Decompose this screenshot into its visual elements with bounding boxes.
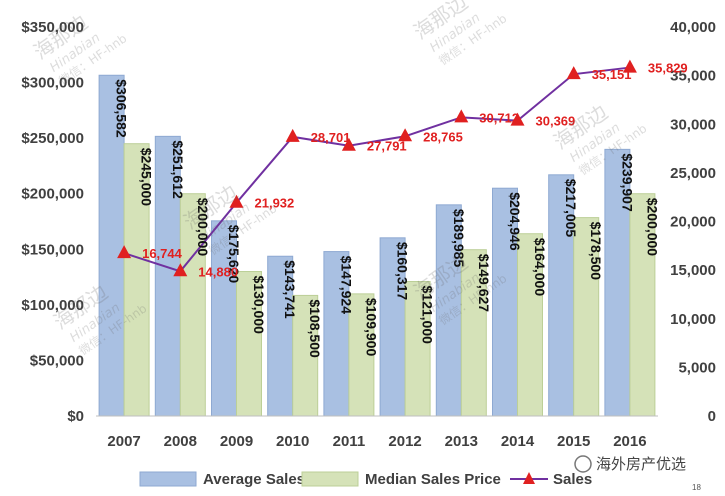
bar-median-2007 <box>123 143 150 417</box>
legend-marker-sales <box>523 472 535 484</box>
bar-median-2016 <box>629 193 656 417</box>
bar-label-average: $217,005 <box>563 179 579 238</box>
sales-value-label: 28,701 <box>311 130 351 145</box>
sales-value-label: 27,791 <box>367 139 407 154</box>
y-left-tick-label: $250,000 <box>21 130 84 147</box>
sales-value-label: 28,765 <box>423 129 463 144</box>
sales-line-layer <box>117 59 637 277</box>
x-tick-label: 2008 <box>164 433 197 450</box>
y-left-tick-label: $300,000 <box>21 75 84 92</box>
x-tick-label: 2010 <box>276 433 309 450</box>
y-right-tick-label: 15,000 <box>670 262 716 279</box>
sales-marker-2009 <box>229 194 244 208</box>
bar-median-2012 <box>404 281 431 417</box>
bar-label-median: $130,000 <box>251 276 267 335</box>
sales-marker-2011 <box>341 137 356 151</box>
x-tick-label: 2007 <box>107 433 140 450</box>
x-tick-label: 2015 <box>557 433 590 450</box>
bar-median-2011 <box>348 293 375 417</box>
y-left-tick-label: $200,000 <box>21 186 84 203</box>
sales-value-label: 35,151 <box>592 67 632 82</box>
bar-label-average: $147,924 <box>338 256 354 315</box>
bar-average-2007 <box>98 74 125 417</box>
sales-value-label: 21,932 <box>255 196 295 211</box>
bar-label-median: $164,000 <box>532 238 548 297</box>
page-number: 18 <box>692 483 701 492</box>
legend-swatch-average <box>139 471 197 487</box>
y-right-tick-label: 25,000 <box>670 165 716 182</box>
y-right-tick-label: 0 <box>708 408 716 425</box>
bar-median-2009 <box>236 271 262 417</box>
sales-marker-2012 <box>398 128 413 142</box>
sales-value-label: 16,744 <box>142 246 183 261</box>
y-left-tick-label: $100,000 <box>21 297 84 314</box>
bar-label-average: $204,946 <box>507 192 523 251</box>
sales-value-label: 30,369 <box>536 114 576 129</box>
bar-median-2010 <box>292 294 319 417</box>
bar-label-average: $175,620 <box>226 225 242 284</box>
axes-layer: $0 $50,000 $100,000 $150,000 $200,000 $250,00… <box>21 19 716 450</box>
y-right-tick-label: 5,000 <box>678 359 716 376</box>
x-tick-label: 2009 <box>220 433 253 450</box>
y-right-tick-label: 30,000 <box>670 116 716 133</box>
sales-marker-2015 <box>566 66 581 80</box>
sales-value-label: 30,712 <box>479 110 519 125</box>
sales-marker-2013 <box>454 109 469 123</box>
bar-label-average: $143,741 <box>282 260 298 319</box>
bar-average-2016 <box>604 148 631 417</box>
bar-median-2015 <box>573 217 600 417</box>
y-right-tick-label: 35,000 <box>670 68 716 85</box>
x-tick-label: 2016 <box>613 433 646 450</box>
x-tick-label: 2014 <box>501 433 535 450</box>
sales-value-label: 35,829 <box>648 61 688 76</box>
bar-label-median: $200,000 <box>195 198 211 257</box>
x-tick-label: 2013 <box>445 433 478 450</box>
x-tick-label: 2011 <box>333 433 366 450</box>
legend-swatch-median <box>301 471 359 487</box>
bar-label-median: $121,000 <box>420 286 436 345</box>
y-left-tick-label: $350,000 <box>21 19 84 36</box>
bar-label-median: $108,500 <box>307 299 323 358</box>
sales-marker-2007 <box>117 245 132 259</box>
brand-watermark: 海外房产优选 <box>596 455 686 473</box>
y-right-tick-label: 10,000 <box>670 311 716 328</box>
legend-label-sales: Sales <box>553 471 592 488</box>
bar-label-average: $239,907 <box>619 153 635 212</box>
x-tick-label: 2012 <box>388 433 421 450</box>
data-labels-layer: $306,582 $245,000 $251,612 $200,000 $175,620… <box>114 61 688 358</box>
sales-marker-2008 <box>173 263 188 277</box>
bar-median-2014 <box>517 233 543 417</box>
bar-label-median: $109,900 <box>363 298 379 357</box>
sales-marker-2010 <box>285 128 300 142</box>
y-left-tick-label: $0 <box>67 408 84 425</box>
bar-label-average: $160,317 <box>395 242 411 301</box>
bar-average-2015 <box>548 174 575 417</box>
bar-label-median: $245,000 <box>139 148 155 207</box>
sales-marker-2014 <box>510 112 525 126</box>
legend: Average Sales Price Median Sales Price Sal… <box>139 471 592 488</box>
bar-label-average: $306,582 <box>114 79 130 138</box>
bar-label-average: $189,985 <box>451 209 467 268</box>
sales-line <box>123 66 631 273</box>
wechat-icon <box>574 455 592 473</box>
bar-label-median: $178,500 <box>588 222 604 281</box>
y-left-tick-label: $150,000 <box>21 241 84 258</box>
sales-marker-2016 <box>622 59 637 73</box>
bar-median-2008 <box>179 193 206 417</box>
y-right-tick-label: 40,000 <box>670 19 716 36</box>
bar-label-median: $200,000 <box>644 198 660 257</box>
legend-label-median: Median Sales Price <box>365 471 501 488</box>
bar-label-average: $251,612 <box>170 140 186 199</box>
y-left-tick-label: $50,000 <box>30 352 84 369</box>
y-right-tick-label: 20,000 <box>670 214 716 231</box>
sales-value-label: 14,880 <box>198 264 238 279</box>
bar-label-median: $149,627 <box>476 254 492 313</box>
bar-median-2013 <box>460 249 487 417</box>
